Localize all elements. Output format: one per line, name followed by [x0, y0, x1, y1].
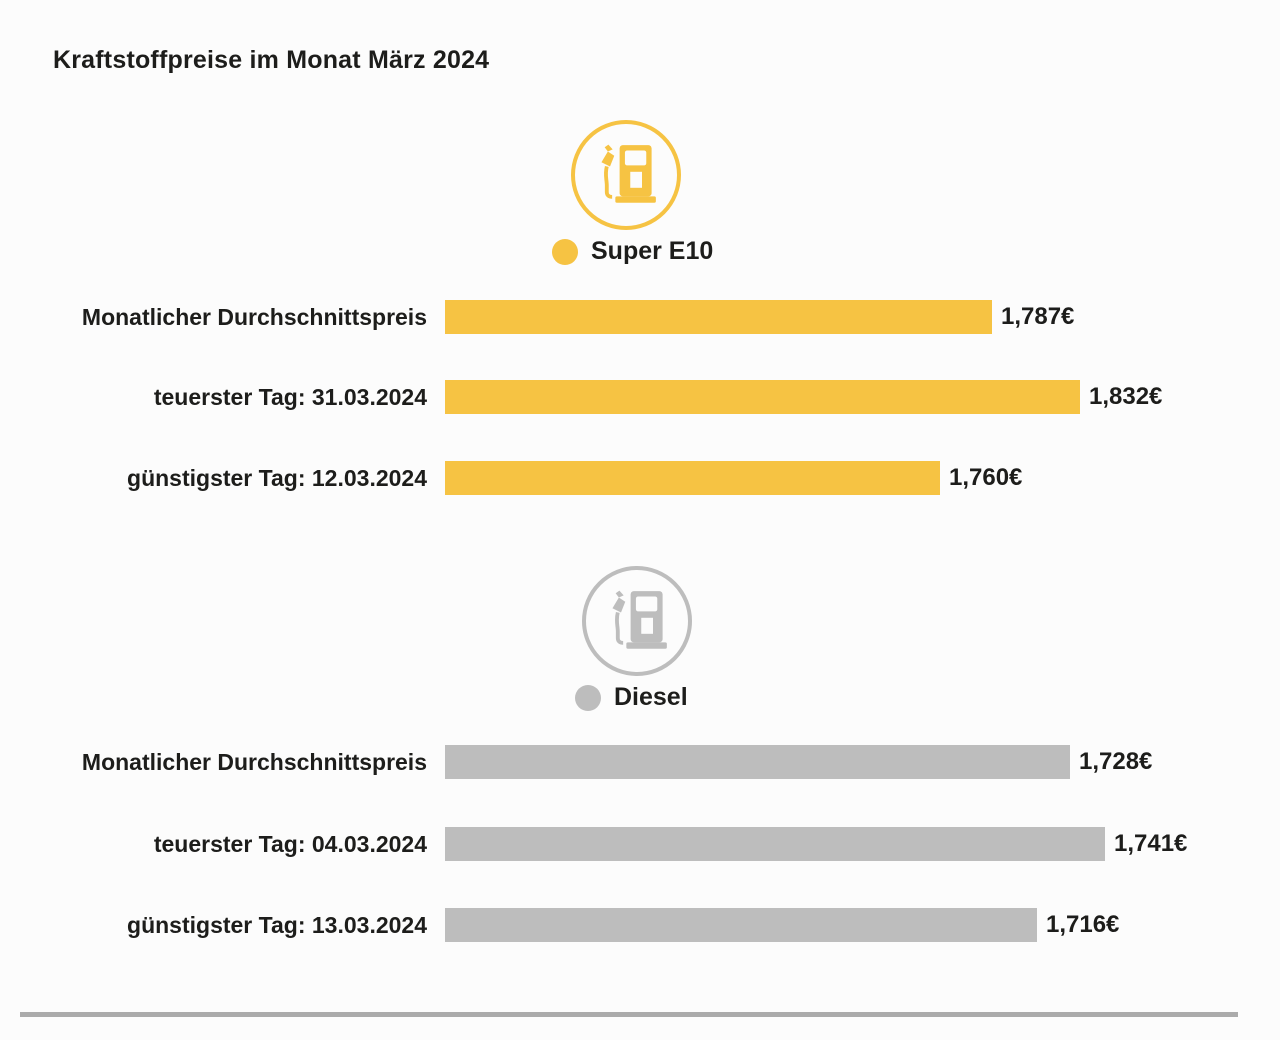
bar-label: Monatlicher Durchschnittspreis	[81, 303, 427, 330]
legend-diesel: Diesel	[575, 683, 688, 712]
legend-label-super-e10: Super E10	[591, 237, 714, 265]
fuel-pump-icon	[601, 144, 656, 203]
bar-super-min	[445, 461, 940, 495]
diesel-dot-icon	[575, 684, 601, 711]
fuel-pump-icon	[612, 590, 667, 649]
bar-label: Monatlicher Durchschnittspreis	[81, 748, 427, 775]
bar-row-diesel-min: günstigster Tag: 13.03.2024 1,716€	[0, 908, 1280, 942]
bottom-divider	[20, 1012, 1238, 1017]
bar-row-diesel-average: Monatlicher Durchschnittspreis 1,728€	[0, 745, 1280, 779]
bar-label: günstigster Tag: 13.03.2024	[127, 911, 427, 938]
bar-row-super-average: Monatlicher Durchschnittspreis 1,787€	[0, 300, 1280, 334]
super-e10-icon-circle	[571, 120, 681, 230]
bar-value: 1,728€	[1079, 748, 1153, 775]
bar-diesel-max	[445, 827, 1105, 861]
page-title: Kraftstoffpreise im Monat März 2024	[53, 46, 490, 74]
diesel-icon-circle	[582, 566, 692, 676]
super-e10-dot-icon	[552, 238, 578, 265]
bar-value: 1,741€	[1114, 830, 1188, 857]
bar-row-super-max: teuerster Tag: 31.03.2024 1,832€	[0, 380, 1280, 414]
bar-diesel-min	[445, 908, 1037, 942]
legend-label-diesel: Diesel	[614, 683, 688, 711]
bar-value: 1,832€	[1089, 383, 1163, 410]
bar-super-average	[445, 300, 992, 334]
bar-super-max	[445, 380, 1080, 414]
bar-value: 1,787€	[1001, 303, 1075, 330]
bar-label: teuerster Tag: 04.03.2024	[153, 830, 427, 857]
bar-row-diesel-max: teuerster Tag: 04.03.2024 1,741€	[0, 827, 1280, 861]
legend-super-e10: Super E10	[552, 237, 713, 266]
bar-row-super-min: günstigster Tag: 12.03.2024 1,760€	[0, 461, 1280, 495]
bar-value: 1,716€	[1046, 911, 1120, 938]
bar-label: günstigster Tag: 12.03.2024	[127, 464, 427, 491]
bar-diesel-average	[445, 745, 1070, 779]
bar-label: teuerster Tag: 31.03.2024	[153, 383, 427, 410]
bar-value: 1,760€	[949, 464, 1023, 491]
